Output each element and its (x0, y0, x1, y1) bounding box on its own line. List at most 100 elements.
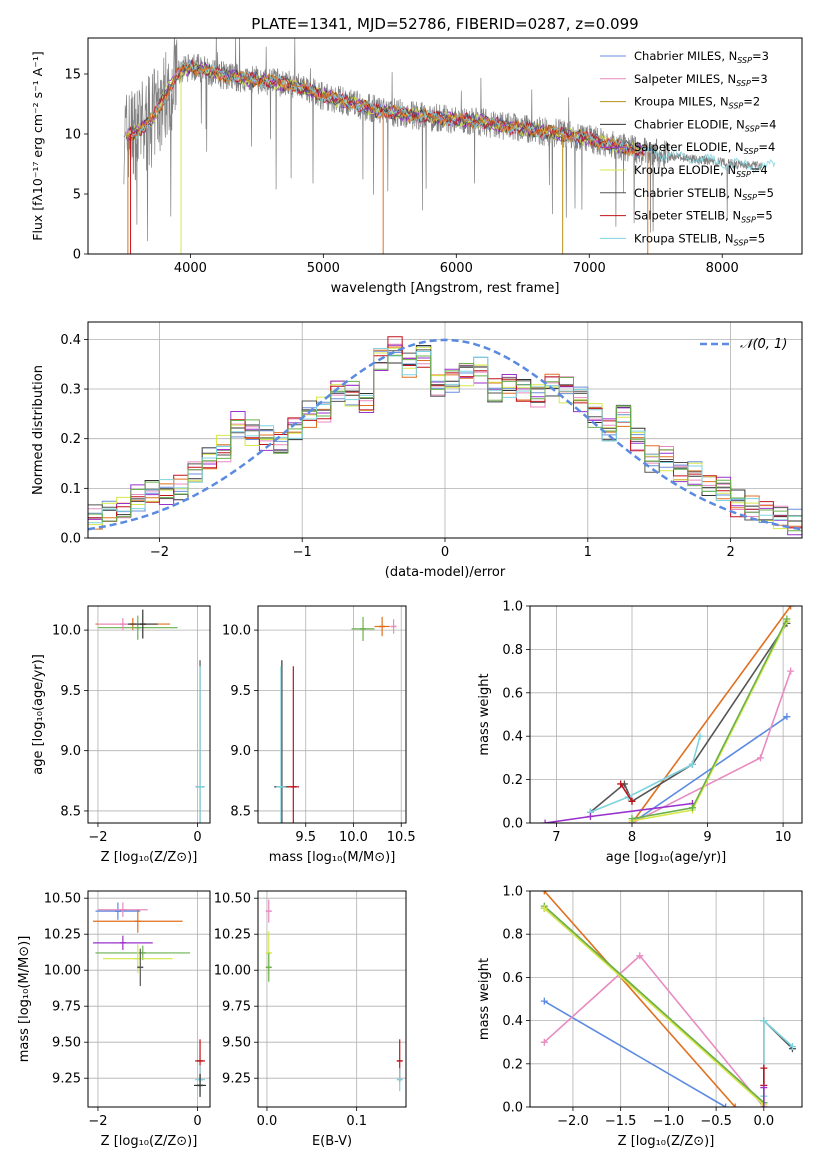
age_vs_mass-xlabel: mass [log₁₀(M/M⊙)] (269, 850, 396, 865)
residuals-ytick-label: 0.0 (60, 532, 81, 547)
residuals-panel: −2 −1 0 1 2 0.0 0.1 0.2 0.3 0.4 (data-model)/error… (31, 321, 803, 580)
mass-weight-marker (696, 732, 704, 740)
mass-weight-marker (731, 1103, 739, 1107)
age_vs_mass-xtick-label: 10.5 (387, 830, 416, 845)
mass_vs_EBV-xtick-label: 0.0 (257, 1114, 278, 1129)
residuals-ytick-label: 0.4 (60, 333, 81, 348)
legend-entry: Kroupa MILES, NSSP=2 (634, 95, 760, 111)
mass-weight-marker (760, 1064, 768, 1072)
residual-histograms (88, 336, 802, 536)
age_vs_Z-ytick-label: 8.5 (60, 804, 81, 819)
observed-spectrum-line (123, 38, 763, 242)
mass_weight_vs_Z-frame (529, 890, 803, 1108)
spectrum-ylabel: Flux [fλ10⁻¹⁷ erg cm⁻² s⁻¹ A⁻¹] (30, 51, 45, 240)
mass_weight_vs_age-ytick-label: 0.2 (502, 773, 523, 788)
residuals-ylabel: Normed distribution (31, 365, 46, 495)
mass-weight-marker (541, 819, 549, 823)
residuals-xtick-label: −2 (150, 545, 169, 560)
mass-weight-marker (586, 812, 594, 820)
mass-weight-marker (760, 1103, 768, 1107)
mass_vs_EBV-frame (257, 890, 407, 1108)
mass_weight_vs_age-xtick-label: 7 (552, 830, 560, 845)
mass-weight-series-line (631, 716, 788, 823)
spectrum-xtick-label: 4000 (174, 261, 207, 276)
mass_weight_vs_age-grid (530, 605, 802, 824)
age_vs_Z-ylabel: age [log₁₀(age/yr)] (31, 654, 46, 775)
mass_vs_EBV-ytick-label: 9.75 (222, 1000, 251, 1015)
residuals-xtick-label: 2 (726, 545, 734, 560)
legend-entry: Salpeter STELIB, NSSP=5 (634, 209, 773, 225)
mass_weight_vs_age-ytick-label: 0.4 (502, 730, 523, 745)
mass-weight-marker (760, 1017, 768, 1025)
mass_vs_Z-points (92, 902, 207, 1097)
mass_weight_vs_Z-xlabel: Z [log₁₀(Z/Z⊙)] (618, 1134, 715, 1149)
residuals-grid (88, 322, 802, 539)
mass_weight_vs_age-ytick-label: 0.8 (502, 643, 523, 658)
legend-entry: 𝒩(0, 1) (740, 337, 787, 352)
age_vs_Z-panel: −2 0 8.5 9.0 9.5 10.0 Z [log₁₀(Z/Z⊙)] age [log₁… (31, 605, 211, 865)
mass-weight-marker (540, 997, 548, 1005)
residuals-ytick-label: 0.1 (60, 482, 81, 497)
mass_weight_vs_Z-ytick-label: 0.2 (502, 1057, 523, 1072)
mass-weight-marker (756, 754, 764, 762)
mass_weight_vs_Z-xtick-label: −2.0 (557, 1114, 589, 1129)
mass_weight_vs_Z-xtick-label: −1.5 (605, 1114, 637, 1129)
age_vs_mass-panel: 9.5 10.0 10.5 8.5 9.0 9.5 10.0 mass [log₁₀(M/M⊙… (222, 605, 416, 865)
mass_vs_EBV-ytick-label: 10.25 (214, 928, 251, 943)
mass-weight-marker (540, 891, 548, 895)
mass-weight-marker (783, 713, 791, 721)
mass_weight_vs_Z-xtick-label: 0.0 (753, 1114, 774, 1129)
mass_vs_EBV-ytick-label: 9.50 (222, 1036, 251, 1051)
age_vs_mass-frame (257, 605, 407, 824)
mass_weight_vs_Z-xtick-label: −1.0 (653, 1114, 685, 1129)
mass_vs_EBV-ytick-label: 10.50 (214, 892, 251, 907)
residual-histogram-series (88, 349, 802, 521)
mass-weight-marker (688, 804, 696, 812)
residuals-xlabel: (data-model)/error (385, 565, 506, 580)
mass-weight-marker (540, 904, 548, 912)
mass_vs_Z-ytick-label: 10.00 (44, 964, 81, 979)
mass-weight-marker (722, 1103, 730, 1107)
mass-weight-marker (783, 615, 791, 623)
legend-entry: Chabrier STELIB, NSSP=5 (634, 186, 774, 202)
mass_vs_Z-xtick-label: −2 (88, 1114, 107, 1129)
residuals-ytick-label: 0.3 (60, 383, 81, 398)
mass_vs_Z-ytick-label: 9.50 (52, 1036, 81, 1051)
mass_weight_vs_Z-panel: −2.0 −1.5 −1.0 −0.5 0.0 0.0 0.2 0.4 0.6 0.8 1.0 Z [… (477, 885, 803, 1149)
mass_vs_Z-ytick-label: 10.50 (44, 892, 81, 907)
mass_weight_vs_Z-grid (530, 890, 802, 1108)
age_vs_mass-xtick-label: 9.5 (295, 830, 316, 845)
age_vs_mass-points (274, 616, 397, 823)
spectrum-ytick-label: 10 (64, 128, 81, 143)
mass_vs_Z-ytick-label: 9.75 (52, 1000, 81, 1015)
age_vs_mass-ytick-label: 8.5 (230, 804, 251, 819)
mass_vs_Z-ylabel: mass [log₁₀(M/M⊙)] (17, 936, 32, 1063)
mass_weight_vs_Z-ytick-label: 0.8 (502, 928, 523, 943)
mass_weight_vs_age-xtick-label: 9 (703, 830, 711, 845)
mass-weight-series-line (631, 618, 788, 820)
residuals-xtick-label: 1 (584, 545, 592, 560)
spectrum-lines (123, 38, 776, 254)
mass-weight-marker (540, 1038, 548, 1046)
mass_vs_Z-xtick-label: 0 (193, 1114, 201, 1129)
age_vs_Z-frame (87, 605, 211, 824)
mass-weight-series-line (763, 1018, 794, 1097)
age_vs_Z-xtick-label: 0 (193, 830, 201, 845)
age_vs_Z-ytick-label: 10.0 (52, 624, 81, 639)
spectrum-xtick-label: 7000 (573, 261, 606, 276)
mass_weight_vs_age-xlabel: age [log₁₀(age/yr)] (606, 850, 727, 865)
mass-weight-series-line (631, 670, 792, 823)
mass-weight-series-line (620, 783, 633, 802)
residuals-frame (87, 321, 803, 539)
mass-weight-series-line (590, 735, 701, 813)
age_vs_Z-ytick-label: 9.0 (60, 744, 81, 759)
mass_weight_vs_Z-ytick-label: 0.6 (502, 971, 523, 986)
mass_vs_EBV-grid (258, 891, 406, 1107)
mass_weight_vs_age-ytick-label: 1.0 (502, 600, 523, 615)
legend-entry: Salpeter ELODIE, NSSP=4 (634, 140, 775, 156)
mass_weight_vs_age-ytick-label: 0.6 (502, 686, 523, 701)
age_vs_Z-xlabel: Z [log₁₀(Z/Z⊙)] (101, 850, 198, 865)
mass_vs_Z-xlabel: Z [log₁₀(Z/Z⊙)] (101, 1134, 198, 1149)
mass-weight-series-line (543, 907, 765, 1106)
